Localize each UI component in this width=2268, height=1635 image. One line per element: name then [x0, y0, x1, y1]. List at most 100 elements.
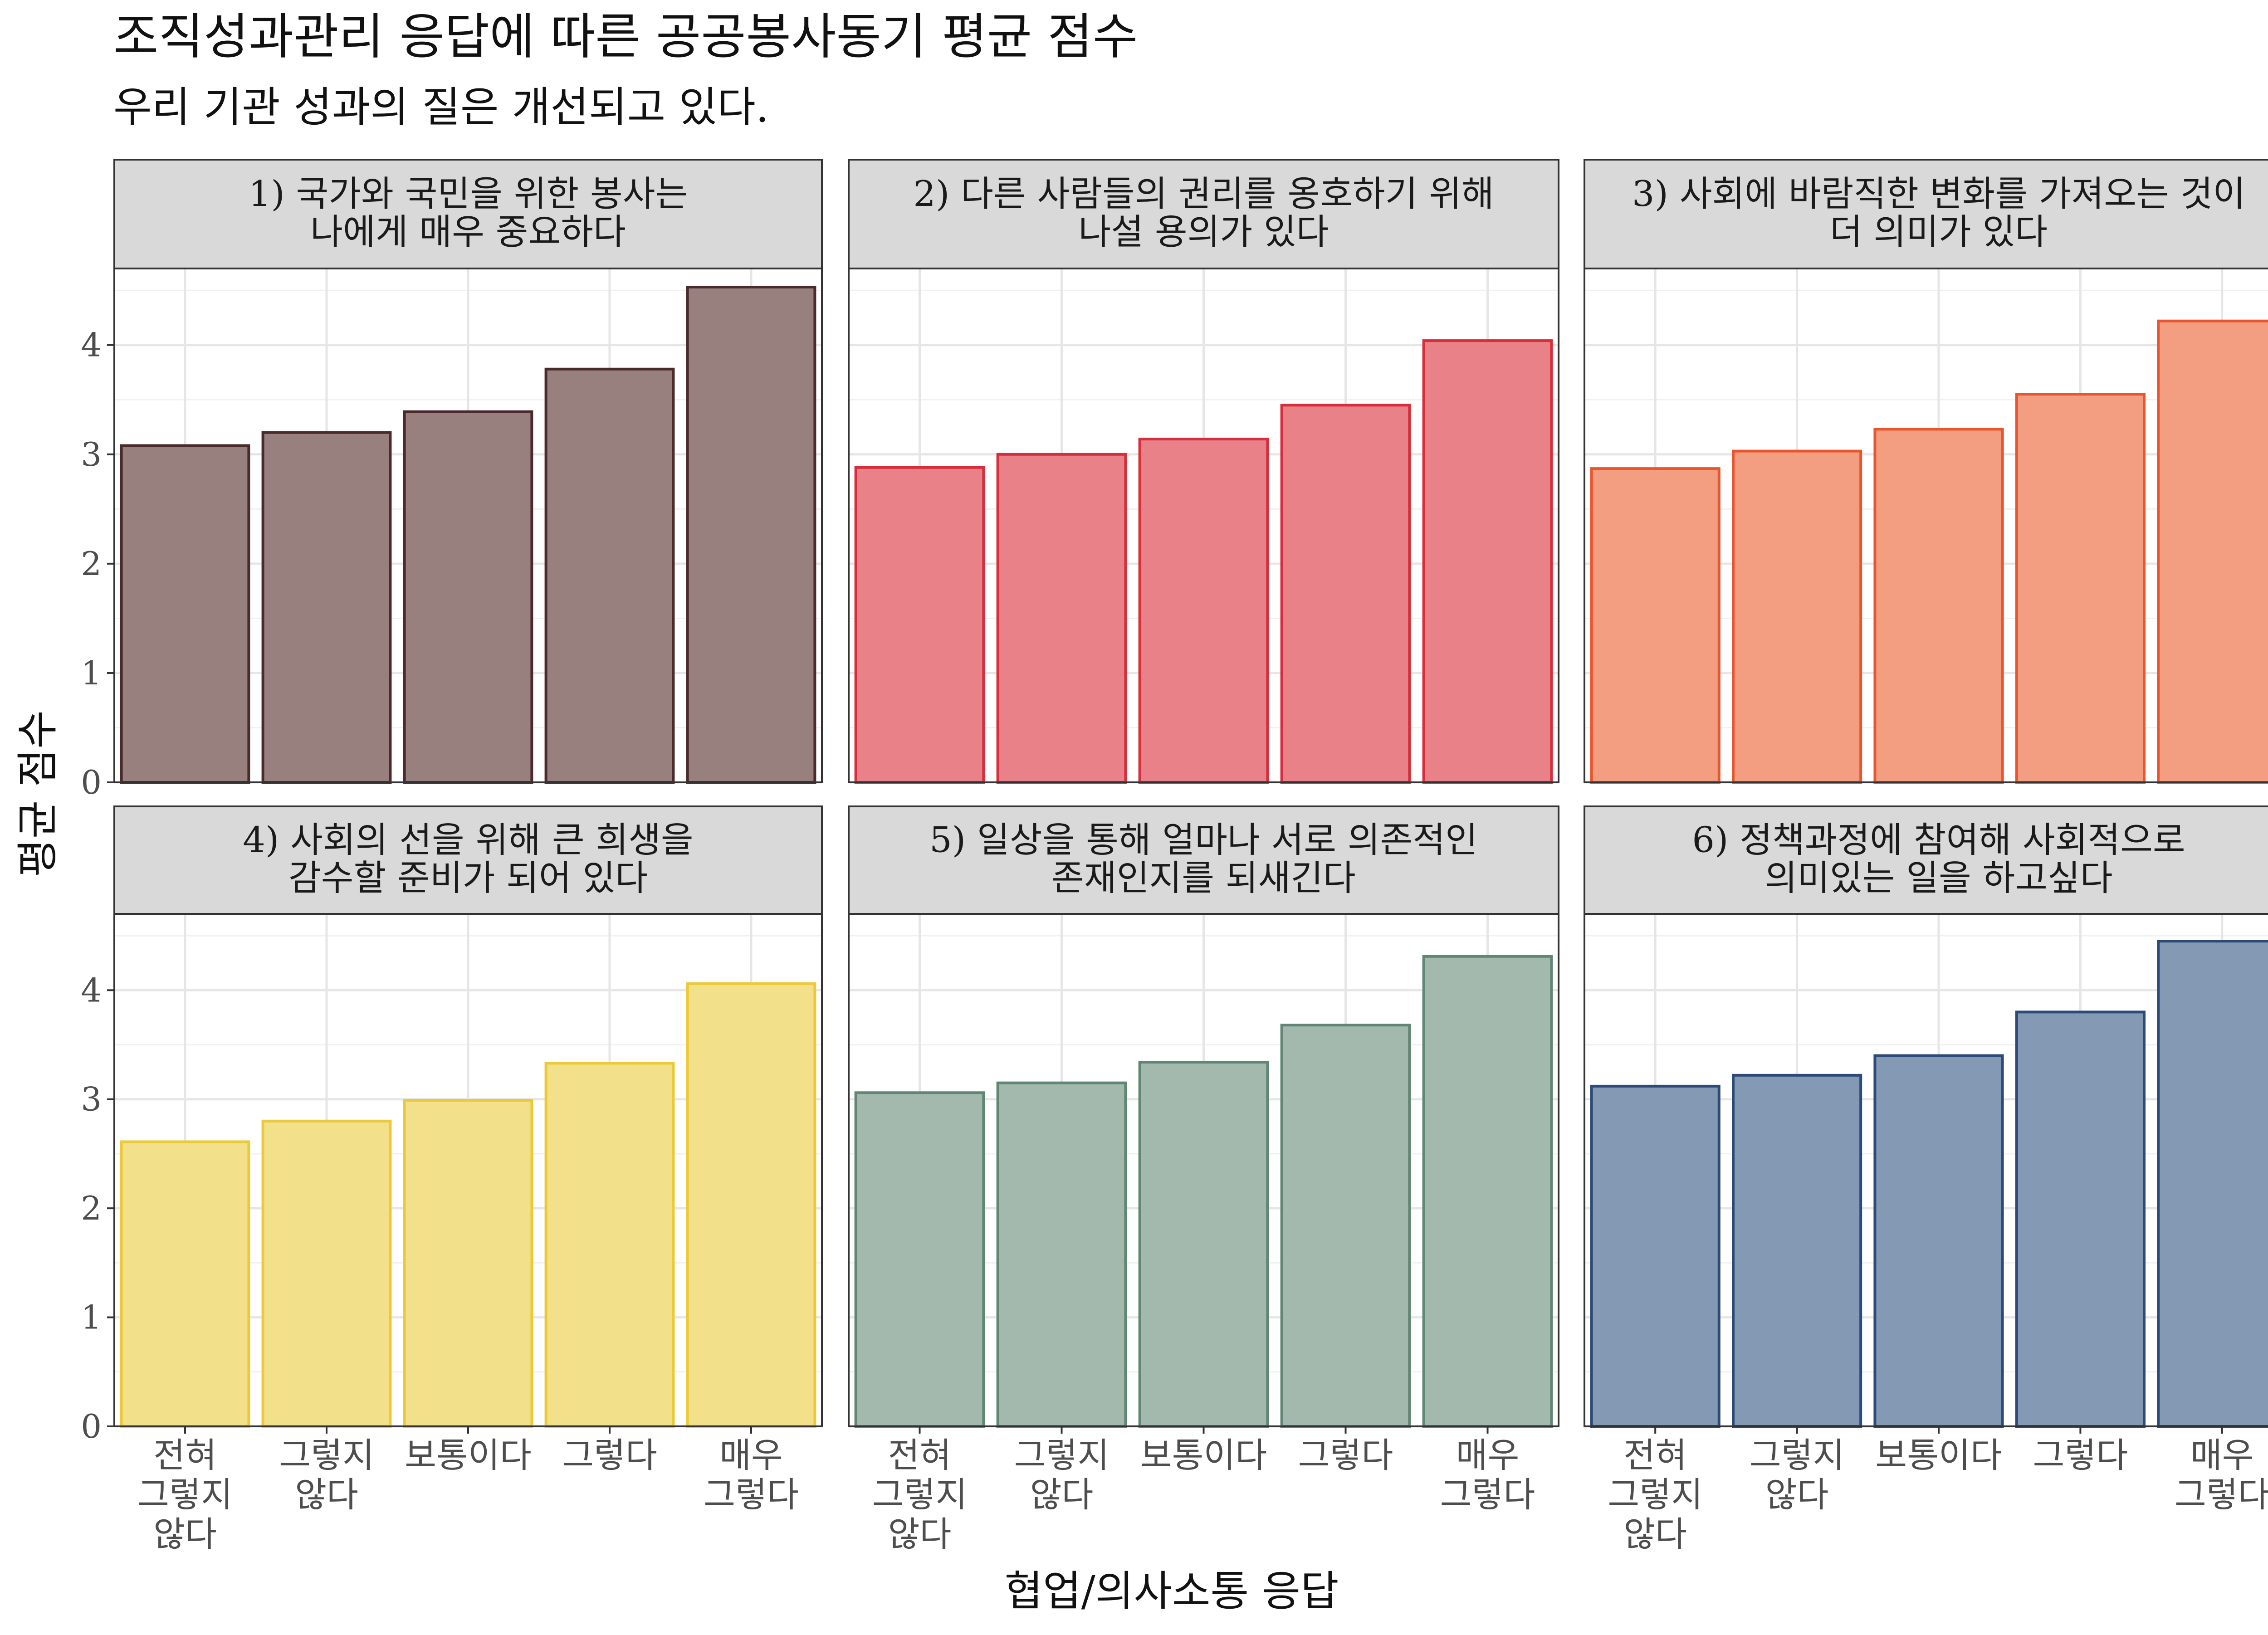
facet-strip	[113, 805, 823, 915]
x-tick-label: 않다	[888, 1514, 952, 1554]
x-tick-label: 않다	[1623, 1514, 1687, 1554]
x-tick-label: 매우	[2190, 1435, 2254, 1475]
facet-strip-label: 나에게 매우 중요하다	[310, 212, 626, 253]
facet-strip-label: 존재인지를 되새긴다	[1051, 858, 1356, 899]
facet-strip-label: 3) 사회에 바람직한 변화를 가져오는 것이	[1632, 174, 2245, 215]
bar	[544, 367, 675, 784]
x-tick-label: 보통이다	[405, 1435, 532, 1475]
bar	[854, 466, 985, 784]
x-tick-label: 않다	[153, 1514, 217, 1554]
x-tick-label: 그렇지	[137, 1474, 233, 1515]
bar	[1590, 1084, 1721, 1428]
bar	[996, 453, 1127, 784]
bar	[544, 1062, 675, 1428]
facet-strip-label: 나설 용의가 있다	[1079, 212, 1329, 253]
panel-border	[848, 268, 1559, 783]
y-tick-label: 1	[81, 654, 102, 692]
x-tick-label: 그렇지	[1608, 1474, 1703, 1515]
bar	[1280, 404, 1411, 784]
bar	[403, 1099, 533, 1428]
y-axis-title: 평균 점수	[14, 710, 62, 877]
x-tick-label: 않다	[1030, 1474, 1094, 1515]
x-tick-label: 그렇지	[872, 1474, 968, 1515]
x-tick-label: 그렇다	[1298, 1435, 1393, 1475]
facet-strip	[1584, 805, 2268, 915]
bar	[120, 444, 250, 784]
chart-subtitle: 우리 기관 성과의 질은 개선되고 있다.	[113, 83, 769, 132]
y-tick-label: 3	[81, 1080, 102, 1118]
x-tick-label: 그렇다	[2033, 1435, 2128, 1475]
chart-title: 조직성과관리 응답에 따른 공공봉사동기 평균 점수	[113, 9, 1138, 65]
bar	[1138, 1060, 1269, 1428]
y-tick-label: 2	[81, 545, 102, 583]
x-tick-label: 그렇다	[1440, 1474, 1535, 1515]
x-tick-label: 그렇지	[1750, 1435, 1845, 1475]
bar	[120, 1140, 250, 1428]
x-tick-label: 그렇지	[279, 1435, 374, 1475]
facet-strip-label: 감수할 준비가 되어 있다	[288, 858, 648, 899]
y-tick-label: 1	[81, 1298, 102, 1337]
bar	[686, 285, 816, 784]
bar	[686, 982, 816, 1428]
facet-strip-label: 5) 일상을 통해 얼마나 서로 의존적인	[929, 820, 1478, 861]
bar	[261, 1119, 392, 1428]
x-tick-label: 매우	[719, 1435, 783, 1475]
facet-strip	[848, 159, 1559, 269]
y-tick-label: 4	[81, 971, 102, 1009]
y-tick-label: 2	[81, 1189, 102, 1227]
x-tick-label: 그렇지	[1014, 1435, 1110, 1475]
facet-strip	[848, 805, 1559, 915]
bar	[2157, 940, 2268, 1428]
x-tick-label: 전혀	[888, 1435, 952, 1475]
bar	[854, 1091, 985, 1428]
facet-panel-3: 3) 사회에 바람직한 변화를 가져오는 것이더 의미가 있다	[1584, 159, 2268, 784]
bar	[2015, 393, 2146, 784]
bar	[2015, 1010, 2146, 1428]
bar	[1732, 1074, 1862, 1428]
x-tick-label: 전혀	[153, 1435, 217, 1475]
bar	[1873, 428, 2004, 784]
x-tick-label: 전혀	[1623, 1435, 1687, 1475]
x-tick-label: 그렇다	[562, 1435, 657, 1475]
bar	[1280, 1024, 1411, 1428]
y-tick-label: 3	[81, 435, 102, 473]
bar	[261, 431, 392, 784]
bar	[1873, 1054, 2004, 1428]
bar	[1590, 467, 1721, 784]
facet-strip-label: 1) 국가와 국민을 위한 봉사는	[249, 174, 688, 215]
facet-strip	[113, 159, 823, 269]
bar	[403, 410, 533, 784]
bar	[2157, 319, 2268, 784]
x-tick-label: 그렇다	[2175, 1474, 2268, 1515]
y-tick-label: 4	[81, 326, 102, 364]
x-tick-label: 않다	[295, 1474, 358, 1515]
x-tick-label: 보통이다	[1875, 1435, 2002, 1475]
x-tick-label: 보통이다	[1140, 1435, 1267, 1475]
bar	[1732, 449, 1862, 784]
panel-border	[1584, 268, 2268, 783]
x-tick-label: 그렇다	[704, 1474, 799, 1515]
bar	[996, 1081, 1127, 1428]
y-tick-label: 0	[81, 763, 102, 801]
x-axis-title: 협업/의사소통 응답	[1004, 1567, 1339, 1615]
bar	[1422, 955, 1553, 1428]
panel-border	[113, 268, 823, 783]
facet-strip-label: 의미있는 일을 하고싶다	[1765, 858, 2112, 899]
x-tick-label: 매우	[1456, 1435, 1520, 1475]
facet-strip-label: 2) 다른 사람들의 권리를 옹호하기 위해	[913, 174, 1494, 215]
facet-strip-label: 6) 정책과정에 참여해 사회적으로	[1692, 820, 2185, 861]
x-tick-label: 않다	[1765, 1474, 1829, 1515]
facet-strip-label: 더 의미가 있다	[1830, 212, 2048, 253]
bar	[1138, 438, 1269, 784]
facet-strip-label: 4) 사회의 선을 위해 큰 희생을	[243, 820, 693, 861]
bar	[1422, 339, 1553, 784]
y-tick-label: 0	[81, 1407, 102, 1445]
